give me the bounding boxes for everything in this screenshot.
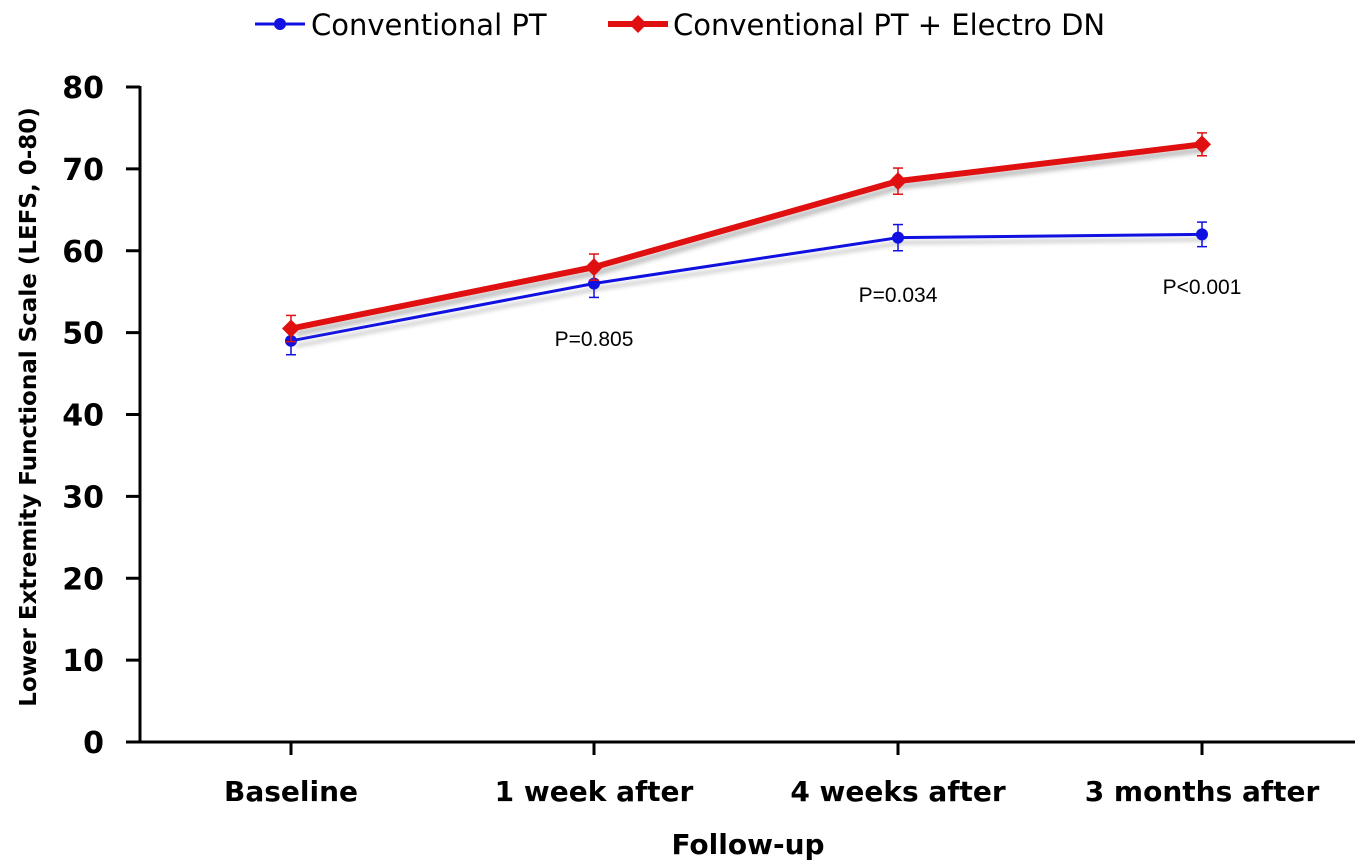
x-tick-label: 1 week after (495, 775, 694, 808)
x-axis: Baseline 1 week after 4 weeks after 3 month… (126, 740, 1355, 808)
y-tick-label: 10 (62, 644, 104, 679)
p-value-annotation: P=0.034 (859, 284, 938, 307)
y-axis: 0 10 20 30 40 50 60 70 80 (62, 71, 142, 761)
data-point (889, 172, 907, 191)
x-tick-label: 4 weeks after (790, 775, 1006, 808)
series-line-shadow (290, 232, 1203, 343)
legend-item-series-1: Conventional PT + Electro DN (608, 8, 1105, 42)
y-tick-label: 0 (83, 726, 104, 761)
data-point (585, 258, 603, 277)
series-0 (285, 221, 1208, 356)
legend-label-series-1: Conventional PT + Electro DN (673, 8, 1105, 42)
y-tick-label: 60 (62, 235, 104, 270)
plot-area (282, 132, 1211, 356)
legend-item-series-0: Conventional PT (255, 8, 547, 42)
data-point (282, 319, 300, 338)
y-tick-label: 70 (62, 153, 104, 188)
p-value-annotation: P<0.001 (1163, 276, 1242, 299)
legend-label-series-0: Conventional PT (311, 8, 547, 42)
series-1 (282, 132, 1211, 343)
series-line (290, 141, 1203, 332)
y-tick-label: 50 (62, 317, 104, 352)
data-point (1193, 135, 1211, 154)
legend: Conventional PT Conventional PT + Electr… (255, 8, 1105, 42)
x-axis-title: Follow-up (671, 828, 824, 861)
y-tick-label: 30 (62, 480, 104, 515)
data-point (892, 231, 904, 244)
annotations: P=0.805 P=0.034 P<0.001 (555, 276, 1242, 351)
x-tick-label: Baseline (224, 775, 358, 808)
data-point (1196, 228, 1208, 241)
series-line (290, 232, 1203, 343)
y-tick-label: 20 (62, 562, 104, 597)
y-tick-label: 40 (62, 399, 104, 434)
y-axis-title: Lower Extremity Functional Scale (LEFS, … (16, 107, 42, 707)
y-tick-label: 80 (62, 71, 104, 106)
x-tick-label: 3 months after (1085, 775, 1320, 808)
p-value-annotation: P=0.805 (555, 328, 634, 351)
